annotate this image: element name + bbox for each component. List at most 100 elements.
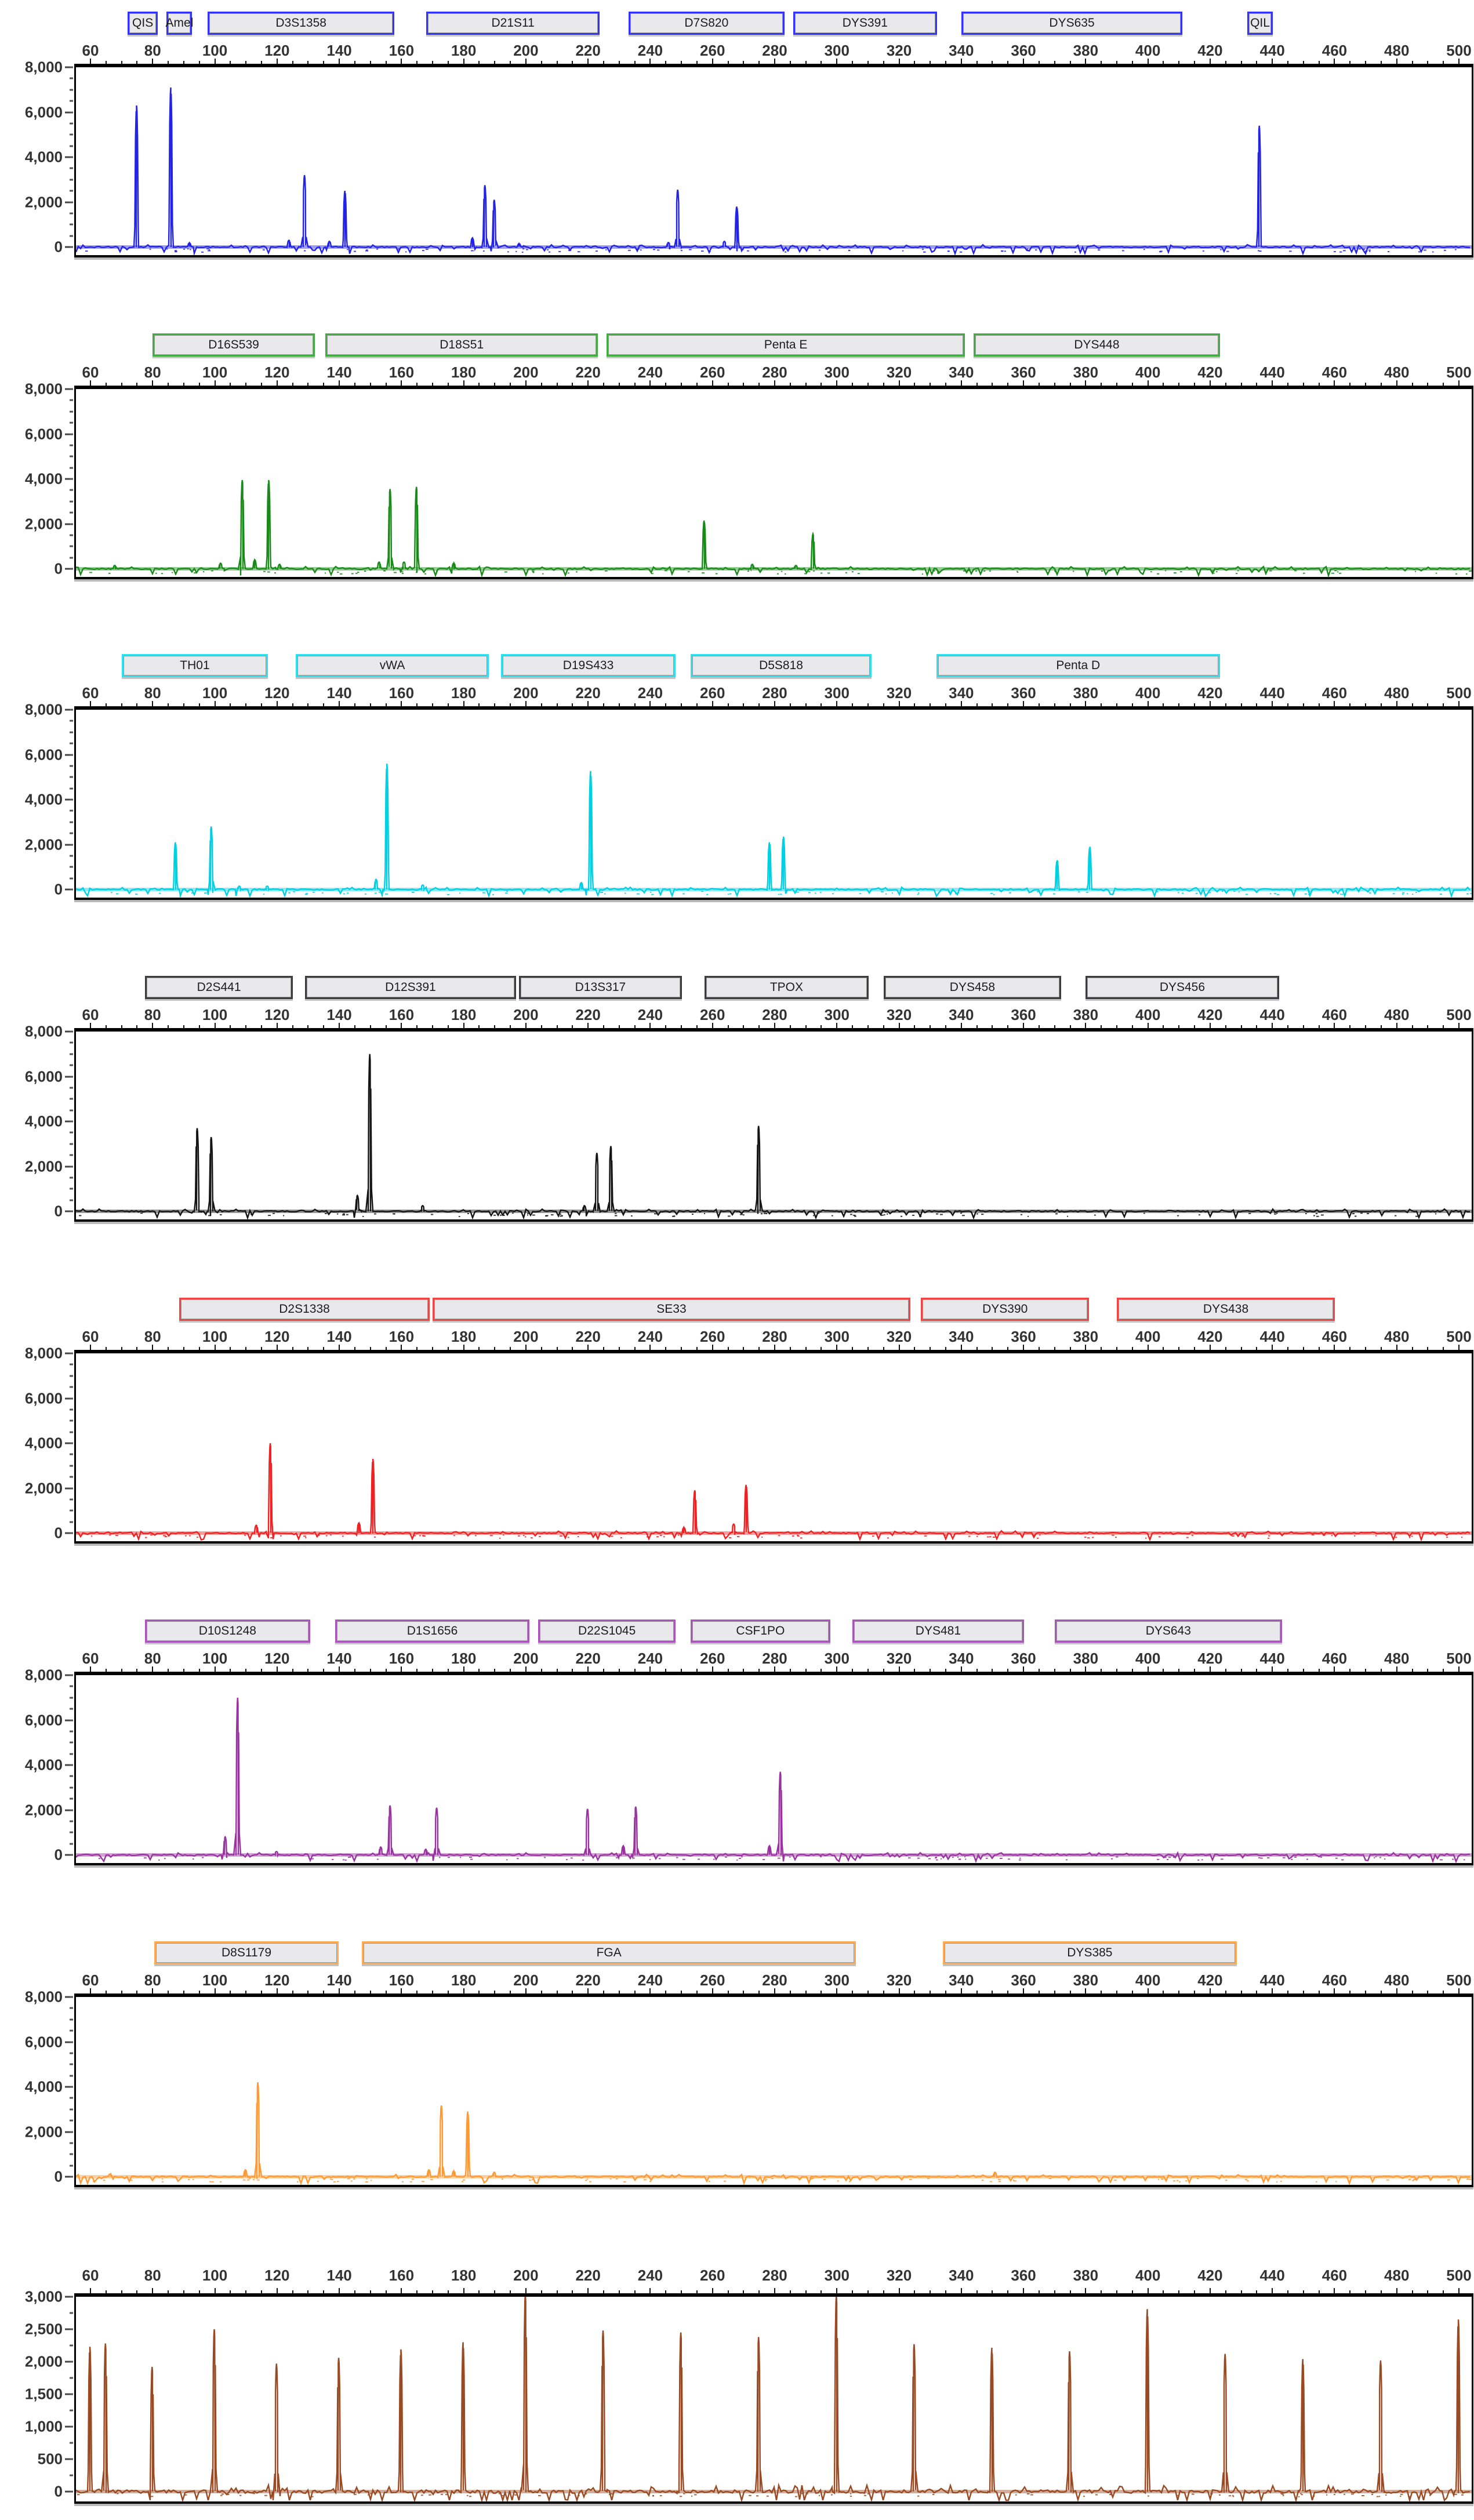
plot-area-green-channel[interactable]	[74, 386, 1473, 579]
trace-purple-channel[interactable]	[76, 1675, 1472, 1863]
marker-box-amel[interactable]: Amel	[166, 12, 193, 35]
marker-box-penta-e[interactable]: Penta E	[607, 333, 965, 357]
marker-box-dys481[interactable]: DYS481	[852, 1620, 1024, 1643]
x-tick-mark	[245, 1991, 247, 1994]
y-tick-label: 8,000	[24, 1988, 63, 2006]
x-tick-label: 260	[700, 1971, 725, 1989]
baseline-noise-dot	[355, 572, 358, 574]
marker-box-d5s818[interactable]: D5S818	[691, 654, 872, 677]
marker-box-d10s1248[interactable]: D10S1248	[144, 1620, 310, 1643]
trace-green-channel[interactable]	[76, 389, 1472, 577]
plot-area-black-channel[interactable]	[74, 1028, 1473, 1222]
x-tick-mark	[1116, 1991, 1117, 1994]
plot-area-purple-channel[interactable]	[74, 1672, 1473, 1865]
plot-area-red-channel[interactable]	[74, 1350, 1473, 1544]
x-tick-mark	[711, 701, 713, 706]
marker-box-d2s1338[interactable]: D2S1338	[179, 1298, 430, 1321]
x-tick-mark	[1038, 61, 1040, 64]
x-tick-mark	[230, 61, 231, 64]
baseline-noise-dot	[986, 1857, 988, 1859]
marker-box-fga[interactable]: FGA	[362, 1941, 856, 1965]
marker-box-se33[interactable]: SE33	[433, 1298, 910, 1321]
x-tick-mark	[90, 1988, 91, 1994]
baseline-noise-dot	[1375, 1535, 1377, 1537]
trace-black-channel[interactable]	[76, 1032, 1472, 1219]
x-tick-mark	[1147, 1988, 1149, 1994]
y-tick-label: 2,500	[24, 2320, 63, 2338]
x-tick-mark	[1116, 1025, 1117, 1028]
baseline-noise-dot	[628, 249, 631, 251]
x-tick-mark	[245, 2290, 247, 2293]
x-tick-mark	[540, 703, 542, 706]
marker-box-d22s1045[interactable]: D22S1045	[538, 1620, 676, 1643]
marker-box-vwa[interactable]: vWA	[296, 654, 489, 677]
x-tick-mark	[618, 1025, 620, 1028]
marker-box-d13s317[interactable]: D13S317	[519, 976, 682, 999]
marker-box-qil[interactable]: QIL	[1247, 12, 1273, 35]
baseline-noise-dot	[493, 1214, 496, 1216]
x-tick-mark	[230, 1025, 231, 1028]
signal-trace	[76, 1697, 1471, 1863]
marker-box-dys643[interactable]: DYS643	[1054, 1620, 1282, 1643]
plot-area-orange-channel[interactable]	[74, 1994, 1473, 2187]
baseline-noise-dot	[382, 891, 384, 892]
marker-box-d3s1358[interactable]: D3S1358	[208, 12, 395, 35]
baseline-noise-dot	[77, 2494, 80, 2496]
marker-box-dys635[interactable]: DYS635	[961, 12, 1183, 35]
marker-box-csf1po[interactable]: CSF1PO	[691, 1620, 830, 1643]
x-tick-mark	[478, 703, 480, 706]
marker-box-dys390[interactable]: DYS390	[921, 1298, 1090, 1321]
marker-box-qis[interactable]: QIS	[128, 12, 158, 35]
baseline-noise-dot	[682, 893, 685, 895]
marker-box-d21s11[interactable]: D21S11	[426, 12, 600, 35]
baseline-noise-dot	[683, 2493, 685, 2494]
baseline-noise-dot	[365, 250, 368, 252]
x-tick-mark	[1007, 703, 1009, 706]
trace-cyan-channel[interactable]	[76, 710, 1472, 898]
plot-area-size-standard-channel[interactable]	[74, 2293, 1473, 2504]
x-tick-mark	[634, 61, 636, 64]
y-minor-tick	[70, 2344, 73, 2347]
trace-orange-channel[interactable]	[76, 1997, 1472, 2185]
plot-area-blue-channel[interactable]	[74, 64, 1473, 257]
trace-size-standard-channel[interactable]	[76, 2297, 1472, 2501]
x-tick-mark	[136, 1991, 138, 1994]
baseline-noise-dot	[354, 2493, 357, 2495]
marker-box-d8s1179[interactable]: D8S1179	[154, 1941, 339, 1965]
x-tick-mark	[1256, 703, 1258, 706]
x-tick-mark	[494, 1669, 496, 1672]
marker-box-dys391[interactable]: DYS391	[793, 12, 937, 35]
marker-box-d1s1656[interactable]: D1S1656	[335, 1620, 529, 1643]
marker-box-dys438[interactable]: DYS438	[1117, 1298, 1335, 1321]
marker-box-penta-d[interactable]: Penta D	[936, 654, 1220, 677]
x-tick-mark	[447, 703, 449, 706]
baseline-noise-dot	[1122, 250, 1124, 252]
marker-box-d19s433[interactable]: D19S433	[501, 654, 676, 677]
y-minor-tick	[70, 2108, 73, 2111]
marker-box-d12s391[interactable]: D12S391	[305, 976, 516, 999]
marker-box-dys385[interactable]: DYS385	[942, 1941, 1237, 1965]
marker-box-d7s820[interactable]: D7S820	[628, 12, 785, 35]
x-tick-label: 160	[389, 42, 415, 59]
marker-box-d18s51[interactable]: D18S51	[325, 333, 598, 357]
marker-box-d16s539[interactable]: D16S539	[153, 333, 315, 357]
plot-area-cyan-channel[interactable]	[74, 706, 1473, 900]
marker-box-dys456[interactable]: DYS456	[1085, 976, 1279, 999]
baseline-noise-dot	[515, 250, 517, 252]
y-tick-dash	[65, 2041, 71, 2043]
x-tick-mark	[510, 2290, 511, 2293]
baseline-noise-dot	[941, 1858, 942, 1860]
marker-box-dys458[interactable]: DYS458	[883, 976, 1062, 999]
x-tick-mark	[727, 1347, 729, 1350]
baseline-noise-dot	[644, 2179, 647, 2181]
marker-box-tpox[interactable]: TPOX	[705, 976, 869, 999]
marker-box-th01[interactable]: TH01	[121, 654, 268, 677]
marker-box-d2s441[interactable]: D2S441	[144, 976, 293, 999]
baseline-noise-dot	[1274, 893, 1276, 895]
baseline-noise-dot	[680, 2496, 682, 2497]
marker-box-dys448[interactable]: DYS448	[974, 333, 1220, 357]
trace-blue-channel[interactable]	[76, 67, 1472, 255]
x-tick-mark	[540, 1025, 542, 1028]
x-tick-label: 220	[575, 684, 601, 702]
trace-red-channel[interactable]	[76, 1353, 1472, 1541]
